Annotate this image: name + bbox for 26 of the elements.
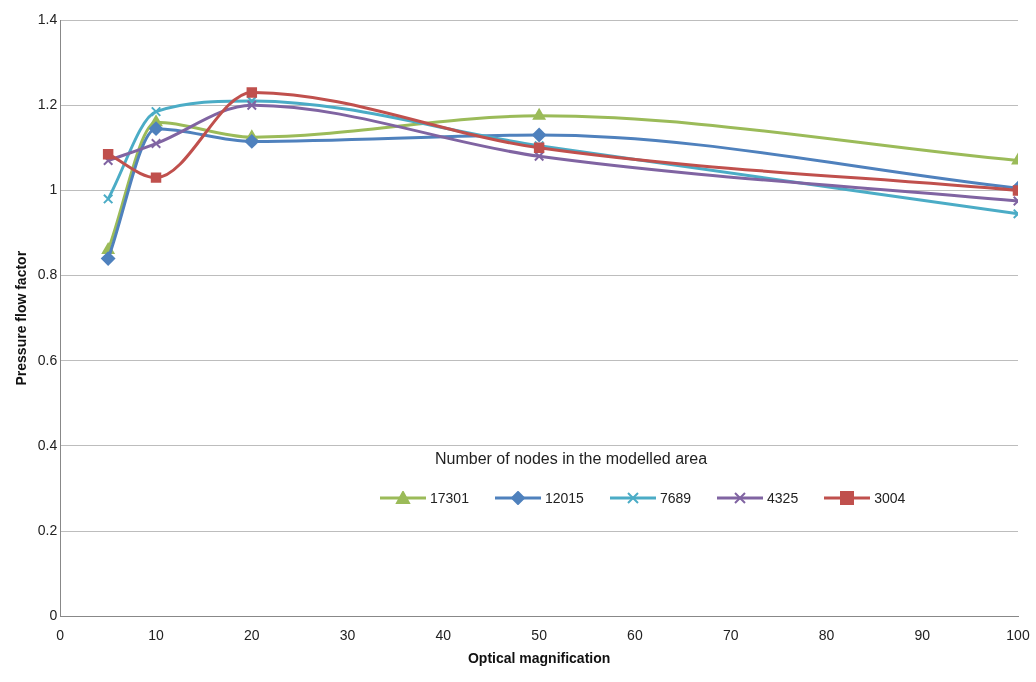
x-tick-label: 20	[244, 626, 260, 643]
legend-label: 12015	[544, 490, 584, 506]
x-tick-label: 50	[531, 626, 548, 643]
x-tick-label: 10	[148, 626, 165, 643]
y-tick-label: 1	[49, 181, 58, 198]
x-axis-title: Optical magnification	[467, 650, 611, 667]
x-tick-label: 80	[818, 626, 835, 643]
y-tick-label: 0.2	[37, 522, 58, 539]
legend-label: 7689	[659, 490, 692, 506]
x-tick-label: 90	[914, 626, 931, 643]
legend-label: 17301	[430, 490, 469, 506]
x-tick-label: 70	[722, 626, 739, 643]
legend-label: 4325	[767, 490, 799, 506]
legend-label: 3004	[874, 490, 906, 506]
y-tick-label: 0.8	[37, 266, 58, 283]
y-axis-title: Pressure flow factor	[13, 250, 30, 386]
y-tick-label: 0.4	[37, 436, 58, 453]
y-tick-label: 1.2	[37, 96, 58, 113]
y-tick-label: 0	[49, 607, 58, 624]
x-tick-label: 30	[339, 626, 356, 643]
x-tick-label: 60	[627, 626, 643, 643]
y-tick-label: 0.6	[37, 351, 58, 368]
y-tick-label: 1.4	[37, 10, 58, 27]
x-tick-label: 100	[1006, 626, 1030, 643]
x-tick-label: 40	[435, 626, 452, 643]
legend-title: Number of nodes in the modelled area	[435, 450, 709, 468]
